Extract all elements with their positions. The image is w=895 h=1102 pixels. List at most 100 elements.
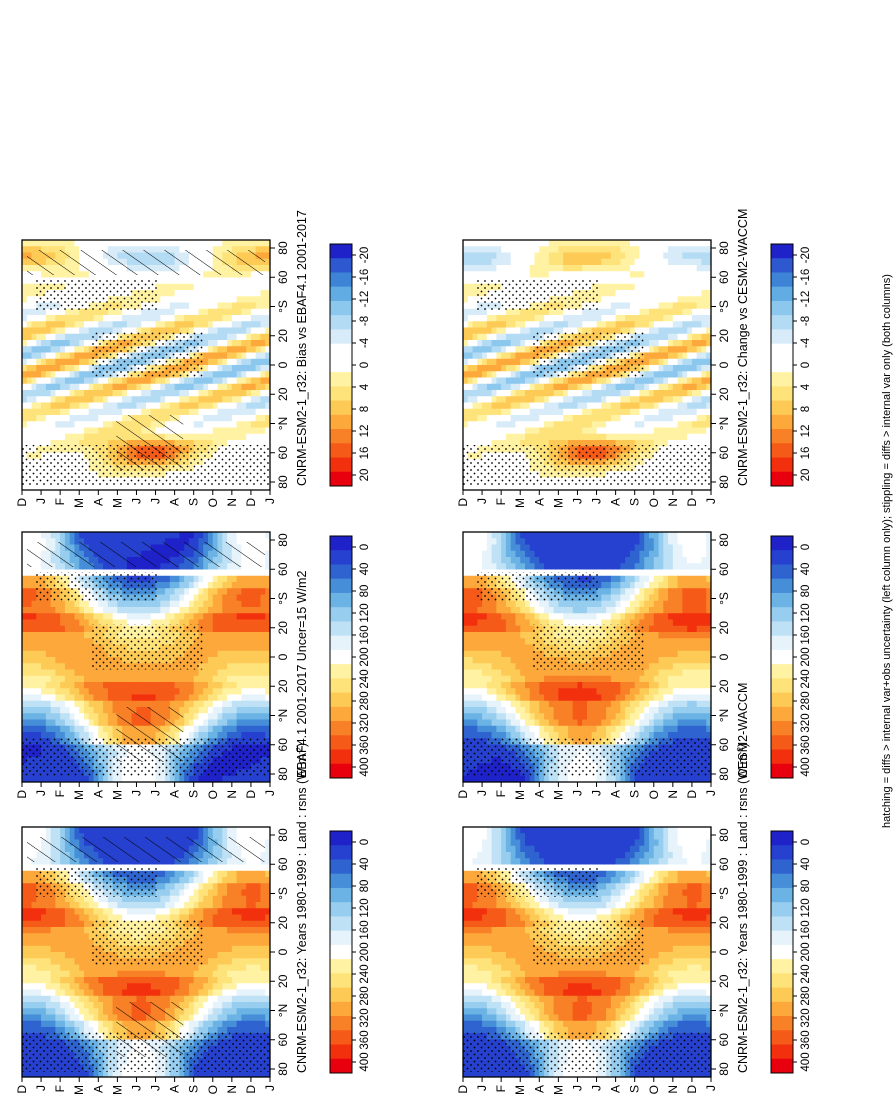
heatmap-cell [22, 650, 28, 657]
heatmap-cell [117, 827, 123, 834]
heatmap-cell [188, 700, 195, 707]
month-tick-label: O [206, 790, 220, 799]
heatmap-cell [74, 532, 80, 539]
heatmap-cell [208, 681, 214, 689]
heatmap-cell [203, 687, 209, 695]
latitude-tick-label: °S [276, 887, 290, 900]
stippling-region [91, 624, 204, 670]
heatmap-cell [36, 339, 42, 347]
heatmap-cell [22, 938, 28, 946]
heatmap-cell [217, 970, 223, 977]
heatmap-cell [22, 976, 28, 984]
heatmap-cell [217, 668, 223, 676]
heatmap-cell [212, 662, 219, 670]
hatching-region [26, 837, 266, 862]
heatmap-cell [260, 1007, 266, 1015]
heatmap-cell [45, 618, 52, 626]
heatmap-cell [69, 395, 76, 403]
heatmap-cell [193, 593, 200, 601]
heatmap-cell [69, 957, 76, 965]
heatmap-cell [165, 982, 171, 990]
heatmap-cell [88, 1020, 95, 1027]
heatmap-cell [188, 982, 195, 990]
heatmap-cell [55, 389, 61, 397]
heatmap-cell [208, 637, 214, 645]
heatmap-cell [69, 725, 76, 732]
heatmap-cell [45, 395, 52, 403]
heatmap-cell [50, 675, 56, 682]
heatmap-cell [246, 675, 252, 682]
heatmap-cell [50, 389, 56, 397]
heatmap-cell [98, 1026, 104, 1034]
latitude-tick-label: 20 [276, 916, 290, 930]
heatmap-cell [212, 926, 219, 934]
heatmap-cell [193, 587, 200, 595]
heatmap-cell [45, 414, 52, 422]
heatmap-cell [60, 901, 66, 909]
heatmap-cell [169, 995, 176, 1002]
heatmap-cell [241, 1026, 247, 1034]
heatmap-cell [236, 687, 242, 695]
heatmap-cell [250, 593, 257, 601]
heatmap-cell [107, 1026, 114, 1034]
heatmap-cell [222, 650, 228, 657]
heatmap-cell [69, 982, 76, 990]
heatmap-cell [45, 1001, 52, 1009]
colorbar-swatch [330, 620, 352, 636]
heatmap-cell [74, 376, 80, 384]
heatmap-cell [74, 945, 80, 952]
heatmap-cell [250, 995, 257, 1002]
heatmap-cell [22, 668, 28, 676]
heatmap-cell [217, 982, 223, 990]
heatmap-cell [250, 926, 257, 934]
heatmap-cell [208, 593, 214, 601]
heatmap-cell [36, 351, 42, 359]
heatmap-cell [45, 240, 52, 247]
heatmap-cell [265, 706, 270, 714]
heatmap-cell [50, 370, 56, 378]
heatmap-cell [60, 920, 66, 927]
heatmap-cell [231, 606, 238, 614]
heatmap-cell [41, 426, 47, 434]
heatmap-cell [260, 700, 266, 707]
heatmap-cell [188, 963, 195, 971]
heatmap-cell [74, 957, 80, 965]
heatmap-cell [212, 700, 219, 707]
heatmap-cell [208, 631, 214, 639]
heatmap-cell [227, 668, 233, 676]
heatmap-cell [212, 706, 219, 714]
heatmap-cell [208, 1001, 214, 1009]
heatmap-cell [22, 532, 28, 539]
heatmap-cell [26, 370, 33, 378]
heatmap-cell [26, 681, 33, 689]
heatmap-cell [150, 681, 157, 689]
heatmap-cell [88, 827, 95, 834]
heatmap-cell [227, 675, 233, 682]
heatmap-cell [98, 982, 104, 990]
heatmap-cell [55, 938, 61, 946]
heatmap-cell [64, 976, 71, 984]
heatmap-cell [246, 901, 252, 909]
heatmap-cell [265, 926, 270, 934]
heatmap-cell [222, 693, 228, 701]
heatmap-cell [260, 863, 266, 871]
heatmap-cell [60, 827, 66, 834]
heatmap-cell [184, 618, 190, 626]
heatmap-cell [208, 827, 214, 834]
heatmap-cell [88, 963, 95, 971]
heatmap-cell [31, 637, 37, 645]
heatmap-cell [141, 693, 147, 701]
heatmap-cell [217, 718, 223, 726]
heatmap-cell [174, 681, 180, 689]
heatmap-cell [146, 693, 152, 701]
heatmap-cell [36, 963, 42, 971]
heatmap-cell [212, 995, 219, 1002]
heatmap-cell [236, 637, 242, 645]
heatmap-cell [184, 568, 190, 576]
heatmap-cell [265, 712, 270, 720]
heatmap-cell [22, 963, 28, 971]
heatmap-cell [217, 600, 223, 607]
heatmap-cell [79, 668, 85, 676]
heatmap-cell [64, 1026, 71, 1034]
